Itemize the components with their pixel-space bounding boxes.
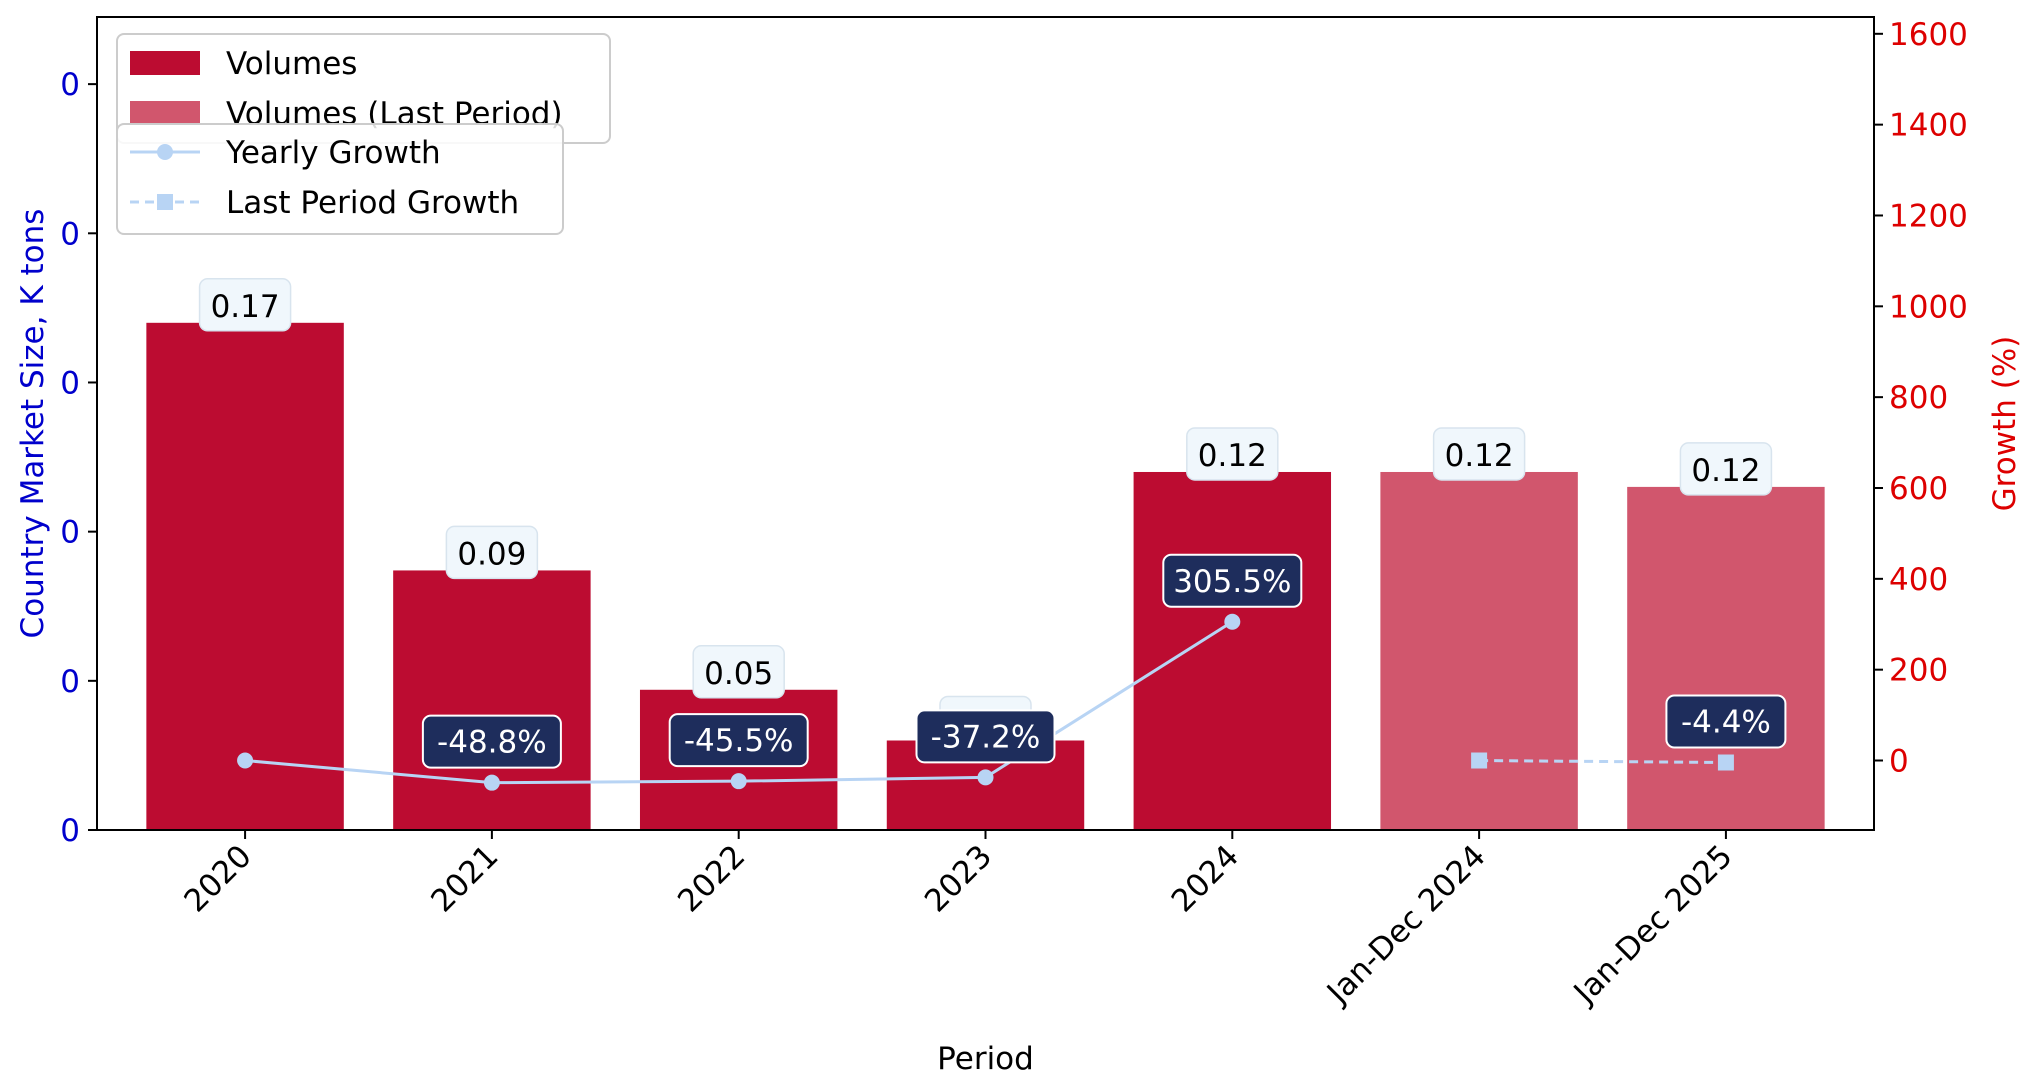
- value-label: 0.12: [1691, 453, 1760, 489]
- x-tick-label: 2024: [1165, 838, 1246, 919]
- value-label: 0.12: [1198, 438, 1267, 474]
- bar-jan-dec-2024: [1380, 471, 1578, 830]
- growth-marker: [977, 769, 994, 786]
- left-tick-label: 0: [60, 216, 80, 252]
- legend-label: Volumes: [226, 46, 357, 82]
- right-tick-label: 1600: [1889, 17, 1968, 53]
- last-period-growth-line: [1479, 759, 1726, 765]
- left-tick-label: 0: [60, 365, 80, 401]
- left-tick-label: 0: [60, 67, 80, 103]
- growth-label-box: [915, 709, 1056, 764]
- legend-lines-frame: [116, 123, 564, 235]
- growth-label: -37.2%: [931, 719, 1041, 755]
- x-tick-label: Jan-Dec 2025: [1566, 838, 1740, 1012]
- value-label-box: [445, 525, 539, 580]
- right-tick-label: 200: [1889, 653, 1948, 689]
- growth-label-box: [421, 714, 562, 769]
- legend-swatch: [130, 51, 200, 75]
- right-tick-label: 0: [1889, 744, 1909, 780]
- growth-marker: [1717, 754, 1734, 771]
- value-labels-layer: 0.170.090.050.030.120.120.12: [198, 278, 1773, 750]
- growth-label-box: [1665, 694, 1787, 749]
- growth-label: -4.4%: [1681, 705, 1771, 741]
- value-label: 0.09: [457, 536, 526, 572]
- left-axis-title: Country Market Size, K tons: [15, 209, 51, 639]
- growth-marker: [730, 773, 747, 790]
- bar-2020: [146, 322, 344, 830]
- growth-label: -45.5%: [684, 723, 794, 759]
- value-label: 0.12: [1445, 438, 1514, 474]
- value-label-box: [692, 645, 785, 699]
- legend-marker: [157, 144, 173, 160]
- bar-2024: [1133, 471, 1332, 830]
- x-tick-label: 2023: [918, 838, 999, 919]
- growth-lines-layer: [237, 613, 1734, 791]
- growth-marker: [1224, 613, 1241, 630]
- growth-marker: [1471, 752, 1488, 769]
- bar-2021: [393, 570, 591, 830]
- value-label-box: [1186, 427, 1279, 481]
- x-tick-label: 2021: [424, 838, 505, 919]
- growth-label: -48.8%: [437, 725, 547, 761]
- value-label-box: [1679, 442, 1773, 496]
- left-tick-label: 0: [60, 664, 80, 700]
- growth-label: 305.5%: [1173, 564, 1291, 600]
- growth-label-box: [1162, 553, 1303, 608]
- x-tick-label: 2022: [671, 838, 752, 919]
- value-label: 0.05: [704, 656, 773, 692]
- right-tick-label: 800: [1889, 380, 1948, 416]
- value-label-box: [1432, 427, 1526, 481]
- legend-lines: Yearly Growth Last Period Growth: [116, 123, 564, 235]
- growth-labels-layer: -48.8% -45.5% -37.2% 305.5% -4.4%: [421, 553, 1787, 769]
- left-axis: 0 0 0 0 0 0: [60, 67, 97, 849]
- right-tick-label: 600: [1889, 471, 1948, 507]
- x-axis: 2020 2021 2022 2023 2024 Jan-Dec 2024 Jan-Dec …: [177, 830, 1740, 1012]
- right-tick-label: 1200: [1889, 198, 1968, 234]
- right-tick-label: 400: [1889, 562, 1948, 598]
- growth-marker: [483, 774, 500, 791]
- bar-jan-dec-2025: [1627, 486, 1825, 830]
- legend-marker: [157, 194, 173, 210]
- x-tick-label: Jan-Dec 2024: [1319, 838, 1493, 1012]
- left-tick-label: 0: [60, 515, 80, 551]
- growth-label-box: [668, 713, 809, 768]
- x-axis-title: Period: [937, 1041, 1034, 1077]
- right-axis-title: Growth (%): [1987, 336, 2023, 512]
- value-label-box: [198, 278, 292, 332]
- right-axis: 0 200 400 600 800 1000 1200 1400 1600: [1874, 17, 1968, 780]
- right-tick-label: 1400: [1889, 108, 1968, 144]
- legend-label: Last Period Growth: [226, 185, 519, 221]
- growth-marker: [237, 752, 254, 769]
- x-tick-label: 2020: [177, 838, 258, 919]
- value-label: 0.17: [211, 289, 280, 325]
- right-tick-label: 1000: [1889, 289, 1968, 325]
- left-tick-label: 0: [60, 813, 80, 849]
- legend-label: Yearly Growth: [225, 135, 441, 171]
- legend-swatch: [130, 101, 200, 125]
